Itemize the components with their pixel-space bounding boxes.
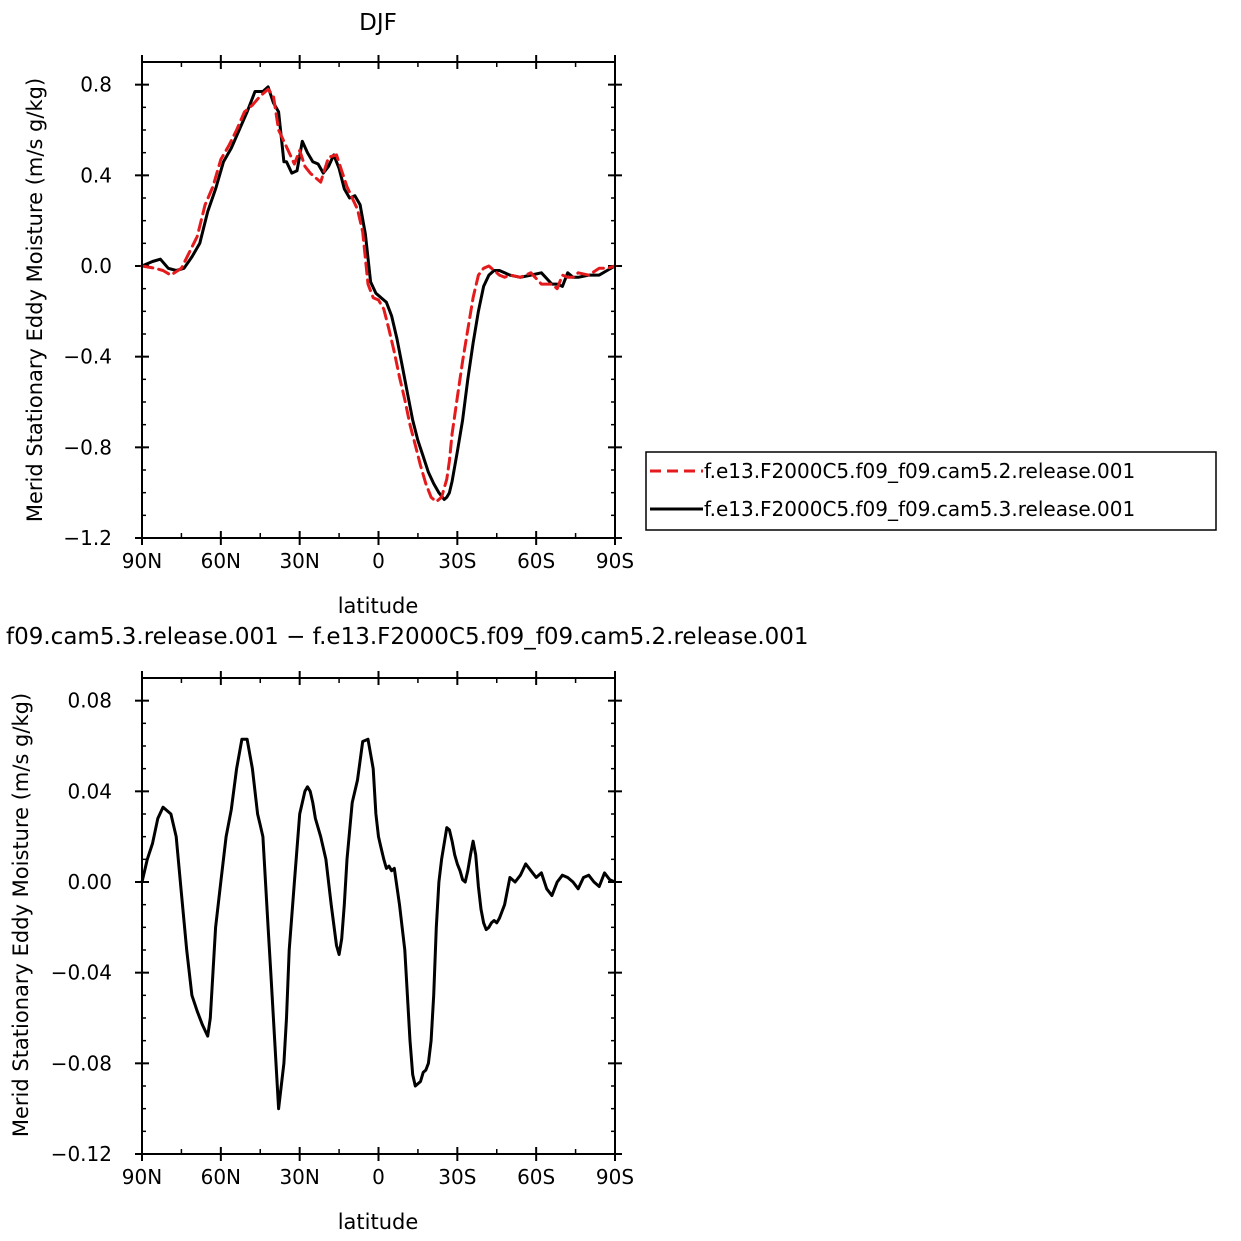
chart-bottom-title: f09.cam5.3.release.001 − f.e13.F2000C5.f… bbox=[6, 624, 809, 650]
chart-bottom-xtick-label: 30N bbox=[279, 1165, 319, 1189]
chart-bottom-ytick-label: 0.08 bbox=[67, 689, 112, 713]
chart-bottom-xtick-label: 60N bbox=[201, 1165, 241, 1189]
legend: f.e13.F2000C5.f09_f09.cam5.2.release.001… bbox=[645, 451, 1217, 531]
chart-top-ytick-label: 0.0 bbox=[80, 254, 112, 278]
chart-top-xtick-label: 90S bbox=[596, 549, 634, 573]
chart-top-xtick-label: 60N bbox=[201, 549, 241, 573]
chart-top-xtick-label: 90N bbox=[122, 549, 162, 573]
chart-top-axes: 90N 60N 30N 0 30S 60S 90S 0.8 0.4 0.0 −0.4 −0.8 −1.2 bbox=[63, 55, 634, 573]
chart-bottom-ytick-label: 0.00 bbox=[67, 870, 112, 894]
chart-top-title: DJF bbox=[359, 10, 397, 36]
chart-bottom-lines bbox=[140, 737, 617, 1111]
chart-bottom-xlabel: latitude bbox=[338, 1210, 419, 1234]
chart-bottom-ylabel: Merid Stationary Eddy Moisture (m/s g/kg… bbox=[9, 693, 33, 1137]
chart-bottom-ytick-label: 0.04 bbox=[67, 779, 112, 803]
chart-top-xlabel: latitude bbox=[338, 594, 419, 618]
chart-top-ytick-label: −1.2 bbox=[63, 526, 112, 550]
chart-bottom-ytick-label: −0.12 bbox=[51, 1142, 112, 1166]
chart-bottom-xtick-label: 90N bbox=[122, 1165, 162, 1189]
chart-bottom-frame bbox=[141, 677, 616, 1155]
chart-top-series-line-0 bbox=[140, 87, 617, 504]
chart-top: DJF Merid Stationary Eddy Moisture (m/s … bbox=[23, 10, 634, 618]
chart-bottom-xtick-label: 0 bbox=[372, 1165, 385, 1189]
chart-top-lines bbox=[140, 85, 617, 504]
legend-label-cam53: f.e13.F2000C5.f09_f09.cam5.3.release.001 bbox=[704, 497, 1135, 521]
chart-top-xtick-label: 30S bbox=[438, 549, 476, 573]
chart-top-frame bbox=[141, 61, 616, 539]
chart-top-ytick-label: 0.4 bbox=[80, 163, 112, 187]
legend-box bbox=[645, 451, 1217, 531]
chart-bottom: f09.cam5.3.release.001 − f.e13.F2000C5.f… bbox=[6, 624, 809, 1234]
chart-bottom-xtick-label: 60S bbox=[517, 1165, 555, 1189]
chart-top-xtick-label: 0 bbox=[372, 549, 385, 573]
chart-bottom-ytick-label: −0.04 bbox=[51, 961, 112, 985]
chart-bottom-xtick-label: 30S bbox=[438, 1165, 476, 1189]
chart-top-ytick-label: −0.4 bbox=[63, 345, 112, 369]
chart-top-xtick-label: 60S bbox=[517, 549, 555, 573]
chart-top-ytick-label: −0.8 bbox=[63, 435, 112, 459]
chart-top-series-line-1 bbox=[140, 85, 617, 501]
chart-bottom-ytick-label: −0.08 bbox=[51, 1051, 112, 1075]
chart-bottom-series-line-0 bbox=[140, 737, 617, 1111]
chart-top-xtick-label: 30N bbox=[279, 549, 319, 573]
legend-label-cam52: f.e13.F2000C5.f09_f09.cam5.2.release.001 bbox=[704, 459, 1135, 483]
chart-top-ytick-label: 0.8 bbox=[80, 73, 112, 97]
chart-top-ylabel: Merid Stationary Eddy Moisture (m/s g/kg… bbox=[23, 78, 47, 522]
chart-bottom-xtick-label: 90S bbox=[596, 1165, 634, 1189]
